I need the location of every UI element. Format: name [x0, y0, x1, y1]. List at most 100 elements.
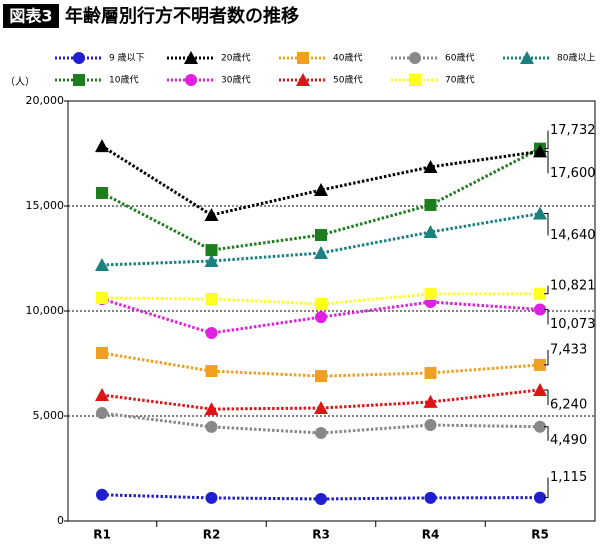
- value-label: 7,433: [550, 342, 587, 357]
- point: [205, 420, 218, 433]
- point: [96, 347, 108, 359]
- legend-marker: [73, 52, 85, 64]
- point: [423, 394, 438, 408]
- label-leader: [544, 349, 549, 366]
- point: [205, 327, 218, 340]
- point: [95, 258, 109, 272]
- x-tick-label: R3: [312, 528, 330, 542]
- legend-marker: [296, 73, 310, 86]
- legend-marker: [184, 51, 198, 64]
- point: [96, 186, 108, 199]
- point: [424, 366, 437, 379]
- plot-frame: [67, 100, 596, 522]
- y-tick-label: 15,000: [26, 199, 65, 212]
- label-leader: [544, 426, 549, 441]
- label-leader: [544, 285, 549, 295]
- label-leader: [544, 308, 549, 325]
- value-label: 14,640: [550, 228, 596, 243]
- point: [315, 228, 327, 241]
- point: [424, 287, 437, 300]
- point: [204, 208, 219, 222]
- legend-marker: [520, 51, 534, 64]
- label-leader: [544, 389, 549, 405]
- point: [314, 183, 328, 197]
- y-tick-label: 0: [57, 514, 64, 527]
- point: [424, 198, 437, 211]
- point: [205, 293, 218, 306]
- point: [205, 491, 218, 504]
- legend-marker: [73, 74, 85, 86]
- series-line: [101, 493, 541, 501]
- badge: 図表3: [9, 7, 52, 26]
- x-tick-label: R1: [93, 528, 111, 542]
- legend-label: 10歳代: [109, 74, 138, 86]
- point: [534, 491, 546, 504]
- legend-label: 50歳代: [333, 74, 362, 86]
- legend-marker: [297, 52, 309, 64]
- y-tick-label: 20,000: [26, 94, 65, 107]
- point: [314, 246, 328, 260]
- x-tick-label: R5: [531, 528, 549, 542]
- value-label: 1,115: [550, 470, 587, 485]
- point: [424, 419, 437, 432]
- point: [315, 311, 327, 324]
- label-leader: [544, 213, 549, 236]
- series-line: [101, 212, 541, 267]
- series-line: [101, 292, 541, 306]
- chart-title: 年齢層別行方不明者数の推移: [65, 5, 299, 27]
- y-tick-label: 5,000: [33, 409, 65, 422]
- legend-label: 40歳代: [333, 52, 362, 64]
- x-tick-label: R4: [422, 528, 440, 542]
- point: [315, 492, 327, 505]
- point: [423, 225, 438, 239]
- value-label: 10,821: [550, 278, 596, 293]
- label-leader: [544, 477, 549, 499]
- point: [315, 298, 327, 311]
- legend-label: 9 歳以下: [109, 52, 145, 64]
- point: [534, 358, 546, 371]
- series-line: [101, 144, 541, 217]
- point: [314, 401, 328, 415]
- legend-label: 70歳代: [445, 74, 474, 86]
- legend-label: 80歳以上: [557, 52, 595, 64]
- point: [424, 491, 437, 504]
- point: [205, 365, 218, 378]
- point: [205, 244, 218, 257]
- legend-label: 30歳代: [221, 74, 250, 86]
- value-label: 6,240: [550, 397, 587, 412]
- point: [315, 427, 327, 440]
- point: [204, 402, 219, 416]
- point: [533, 206, 547, 220]
- point: [204, 254, 219, 268]
- legend-label: 60歳代: [445, 52, 474, 64]
- point: [95, 139, 109, 153]
- series-line: [101, 388, 541, 411]
- point: [315, 370, 327, 383]
- legend-label: 20歳代: [221, 52, 250, 64]
- badge-box: [3, 4, 59, 28]
- legend-marker: [185, 74, 197, 86]
- point: [423, 159, 438, 173]
- value-label: 17,732: [550, 123, 596, 138]
- x-tick-label: R2: [203, 528, 221, 542]
- point: [96, 488, 108, 501]
- legend-marker: [409, 74, 421, 86]
- point: [534, 420, 546, 433]
- label-leader: [544, 150, 549, 174]
- point: [95, 388, 109, 401]
- point: [533, 144, 547, 158]
- label-leader: [544, 130, 549, 150]
- value-label: 10,073: [550, 317, 596, 332]
- point: [533, 382, 547, 396]
- point: [534, 303, 546, 316]
- y-tick-label: 10,000: [26, 304, 65, 317]
- legend-marker: [409, 52, 421, 64]
- point: [96, 291, 108, 304]
- value-label: 4,490: [550, 433, 587, 448]
- series-line: [101, 411, 541, 435]
- y-unit: （人）: [5, 76, 35, 88]
- value-label: 17,600: [550, 166, 596, 181]
- point: [534, 287, 546, 300]
- point: [96, 407, 108, 420]
